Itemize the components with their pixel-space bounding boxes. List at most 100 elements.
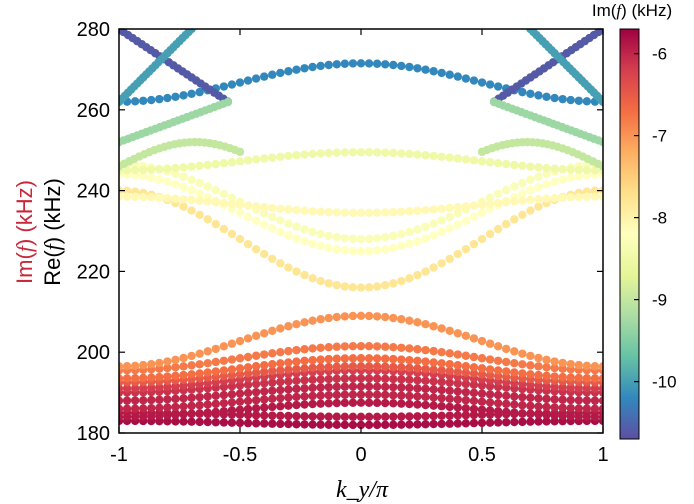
band-point <box>429 365 438 374</box>
band-point <box>260 220 269 229</box>
band-point <box>276 359 285 368</box>
band-point <box>590 412 600 422</box>
band-point <box>372 342 382 351</box>
band-point <box>308 420 317 429</box>
band-point <box>324 362 333 372</box>
band-point <box>485 229 495 239</box>
band-point <box>171 180 180 189</box>
band-point <box>558 383 567 392</box>
band-point <box>389 399 398 408</box>
band-point <box>469 369 479 378</box>
band-point <box>413 364 422 373</box>
band-point <box>381 245 390 254</box>
band-point <box>582 374 592 383</box>
band-point <box>179 182 188 192</box>
band-point <box>268 224 277 233</box>
band-point <box>219 390 229 400</box>
colorbar-label: Im(f) (kHz) <box>592 1 672 20</box>
band-point <box>203 368 212 377</box>
band-point <box>485 371 495 380</box>
band-point <box>558 372 567 382</box>
band-point <box>453 209 462 218</box>
band-point <box>542 410 551 420</box>
band-point <box>268 402 277 412</box>
band-point <box>461 244 471 254</box>
band-point <box>493 224 503 234</box>
band-point <box>276 393 285 403</box>
band-point <box>421 392 430 402</box>
band-point <box>139 412 148 421</box>
band-point <box>372 398 382 408</box>
x-tick-label: 0.5 <box>468 444 496 466</box>
cb-label-prefix: Im( <box>592 1 617 20</box>
band-point <box>203 347 212 356</box>
band-point <box>542 169 551 179</box>
band-point <box>243 418 253 428</box>
band-point <box>187 195 196 205</box>
band-point <box>381 280 390 290</box>
band-point <box>163 382 172 392</box>
band-point <box>219 342 229 351</box>
band-point <box>219 189 229 199</box>
band-point <box>405 383 414 393</box>
band-point <box>364 148 374 157</box>
band-point <box>477 381 487 390</box>
band-point <box>518 178 527 188</box>
band-point <box>260 387 269 396</box>
band-point <box>243 396 253 406</box>
band-point <box>469 201 479 210</box>
band-point <box>119 362 124 371</box>
band-point <box>389 279 398 288</box>
band-point <box>324 231 333 241</box>
cb-label-suffix: ) (kHz) <box>621 1 672 20</box>
band-point <box>171 194 180 203</box>
band-point <box>461 351 471 360</box>
band-point <box>429 151 438 161</box>
band-point <box>276 152 285 161</box>
band-point <box>493 189 503 199</box>
band-point <box>243 369 253 378</box>
band-point <box>348 342 358 351</box>
band-point <box>235 381 245 390</box>
band-point <box>251 351 261 360</box>
band-point <box>542 92 551 101</box>
band-point <box>356 247 366 256</box>
band-point <box>251 379 261 389</box>
band-point <box>550 372 559 381</box>
band-point <box>308 391 317 401</box>
band-point <box>292 400 301 410</box>
band-point <box>187 186 196 195</box>
band-point <box>211 418 220 427</box>
band-point <box>405 62 414 72</box>
band-point <box>227 158 237 167</box>
band-point <box>534 370 543 380</box>
band-point <box>493 407 503 416</box>
band-point <box>251 396 261 405</box>
band-point <box>195 409 204 418</box>
band-point <box>332 245 341 254</box>
band-point <box>485 390 495 399</box>
band-point <box>397 207 406 216</box>
band-point <box>405 391 414 401</box>
band-point <box>300 237 309 246</box>
band-point <box>445 254 454 263</box>
band-point <box>316 61 325 71</box>
band-point <box>550 403 559 412</box>
band-point <box>405 316 414 325</box>
band-point <box>203 182 212 191</box>
band-point <box>284 377 293 386</box>
band-point <box>340 342 350 351</box>
band-point <box>324 399 333 408</box>
band-point <box>308 412 317 421</box>
band-point <box>147 403 156 413</box>
band-point <box>372 246 382 255</box>
band-point <box>276 411 285 421</box>
band-point <box>316 276 325 286</box>
band-point <box>211 198 220 207</box>
band-point <box>139 172 148 181</box>
band-point <box>453 220 462 229</box>
band-point <box>163 177 172 186</box>
band-point <box>437 402 446 411</box>
band-point <box>356 59 366 68</box>
band-point <box>211 357 220 367</box>
